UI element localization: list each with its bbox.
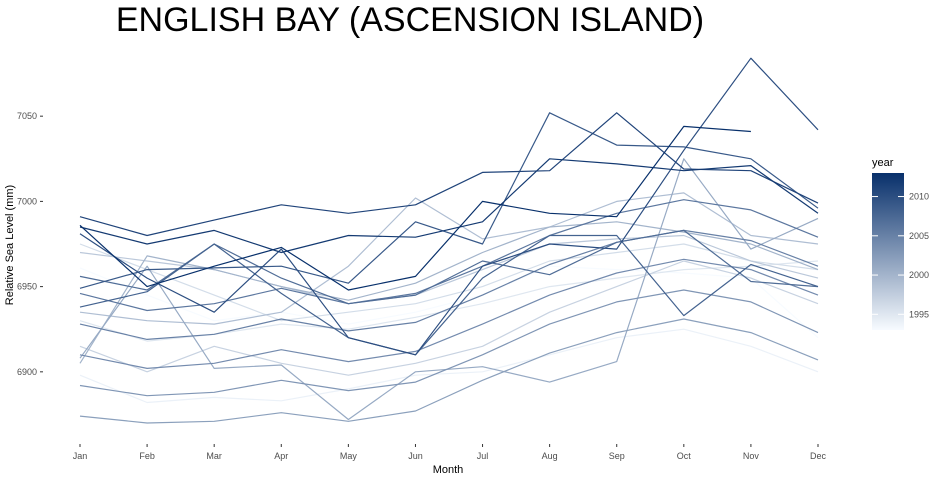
series-line-1999: [79, 192, 819, 325]
series-line-2006: [79, 199, 819, 312]
series-line-2009: [79, 112, 819, 289]
y-tick-label: 6950: [17, 282, 37, 292]
x-tick-label: Dec: [810, 451, 827, 461]
series-line-2000: [79, 221, 819, 364]
series-line-2010: [79, 57, 819, 356]
legend-tick-label: 1995: [909, 309, 929, 319]
y-axis-label: Relative Sea Level (mm): [4, 185, 16, 305]
series-line-2008: [79, 234, 819, 356]
legend-tick-label: 2005: [909, 231, 929, 241]
legend: year 1995 2000 2005 2010: [872, 157, 929, 330]
legend-ticks: 1995 2000 2005 2010: [872, 192, 929, 319]
series-line-2013: [79, 125, 751, 291]
series-line-2001: [79, 158, 819, 421]
x-axis-label: Month: [433, 464, 464, 476]
legend-tick-label: 2000: [909, 270, 929, 280]
x-tick-label: May: [340, 451, 358, 461]
x-tick-label: Oct: [677, 451, 692, 461]
x-tick-label: Feb: [139, 451, 155, 461]
x-tick-label: Aug: [542, 451, 558, 461]
y-tick-label: 7050: [17, 111, 37, 121]
series-line-2005: [79, 229, 819, 340]
series-line-1996: [79, 243, 819, 322]
series-line-2011: [79, 112, 819, 237]
series-line-2012: [79, 158, 819, 254]
y-axis: 6900 6950 7000 7050: [17, 111, 43, 377]
series-lines: [79, 57, 819, 424]
legend-colorbar: [872, 173, 904, 330]
legend-tick-label: 2010: [909, 192, 929, 202]
series-line-1998: [79, 234, 819, 305]
x-tick-label: Mar: [206, 451, 222, 461]
series-line-1993: [79, 265, 819, 339]
x-tick-label: Jul: [477, 451, 489, 461]
y-tick-label: 7000: [17, 196, 37, 206]
series-line-2002: [79, 318, 819, 424]
series-line-1994: [79, 328, 819, 404]
series-line-2004: [79, 258, 819, 369]
x-tick-label: Jun: [408, 451, 423, 461]
x-tick-label: Nov: [743, 451, 760, 461]
x-tick-label: Sep: [609, 451, 625, 461]
y-tick-label: 6900: [17, 367, 37, 377]
chart-title: ENGLISH BAY (ASCENSION ISLAND): [116, 1, 704, 39]
x-axis: Jan Feb Mar Apr May Jun Jul Aug Sep Oct Nov Dec: [73, 444, 827, 461]
legend-title: year: [872, 157, 894, 169]
x-tick-label: Apr: [274, 451, 288, 461]
x-tick-label: Jan: [73, 451, 88, 461]
series-line-2003: [79, 289, 819, 397]
